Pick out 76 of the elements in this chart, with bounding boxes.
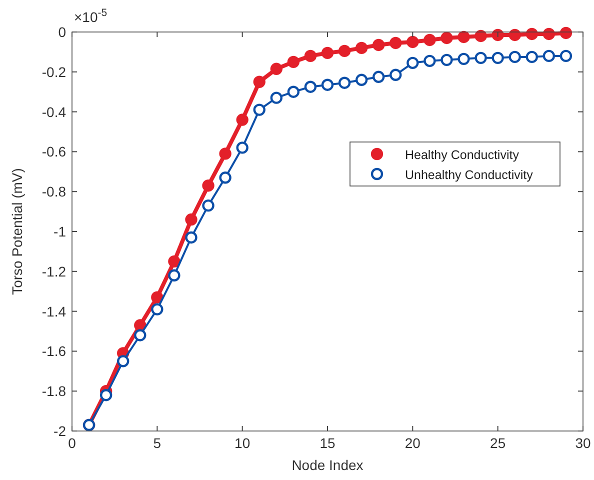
point: [458, 30, 470, 44]
point: [219, 172, 232, 184]
point: [253, 104, 266, 116]
point: [151, 303, 164, 316]
x-tick-label: 0: [68, 435, 76, 451]
point: [236, 114, 248, 126]
x-tick-label: 20: [404, 435, 421, 451]
y-tick-label: -1.2: [42, 263, 66, 280]
point: [526, 28, 538, 40]
y-tick-label: -1: [54, 224, 66, 240]
y-tick-label: -1.4: [42, 303, 66, 320]
y-tick-label: -0.4: [42, 104, 66, 120]
y-tick-label: -0.6: [42, 144, 66, 160]
point: [304, 80, 317, 93]
x-tick-label: 30: [575, 435, 591, 451]
x-tick-label: 25: [490, 435, 506, 451]
point: [560, 50, 572, 62]
point: [270, 92, 282, 104]
point: [372, 38, 385, 52]
legend-label: Unhealthy Conductivity: [405, 168, 534, 182]
point: [338, 76, 351, 89]
point: [355, 42, 368, 54]
y-axis-title: Torso Potential (mV): [9, 168, 25, 295]
text: ×10$^{-5}$: [74, 7, 108, 25]
point: [458, 52, 470, 66]
point: [406, 36, 419, 48]
point: [372, 70, 385, 83]
point: [134, 329, 146, 342]
point: [440, 32, 453, 44]
x-tick-label: 10: [234, 435, 250, 451]
legend-label: Healthy Conductivity: [405, 148, 520, 162]
point: [253, 76, 266, 88]
point: [236, 142, 248, 154]
point: [270, 62, 282, 76]
point: [526, 50, 538, 64]
point: [100, 388, 112, 402]
point: [219, 148, 232, 160]
point: [390, 36, 402, 50]
point: [321, 46, 334, 60]
x-axis-title: Node Index: [292, 457, 364, 473]
point: [424, 34, 436, 46]
point: [151, 291, 164, 304]
point: [542, 50, 556, 62]
point: [168, 269, 180, 282]
point: [338, 44, 351, 58]
x-tick-label: 5: [153, 435, 162, 451]
point: [287, 56, 300, 68]
y-tick-label: -1.6: [42, 343, 66, 360]
point: [202, 199, 214, 212]
point: [508, 28, 521, 42]
point: [168, 255, 180, 268]
x-tick-label: 15: [320, 435, 336, 451]
point: [508, 50, 521, 64]
point: [492, 28, 504, 42]
point: [390, 68, 402, 81]
point: [424, 54, 436, 68]
point: [542, 28, 556, 40]
point: [304, 50, 317, 62]
point: [185, 231, 198, 244]
point: [185, 213, 198, 226]
point: [202, 180, 214, 192]
y-tick-label: -0.2: [42, 64, 66, 80]
point: [474, 52, 487, 64]
point: [474, 30, 487, 42]
point: [287, 86, 300, 98]
point: [117, 355, 130, 368]
y-tick-label: -1.8: [42, 383, 66, 400]
point: [355, 74, 368, 86]
y-tick-label: 0: [58, 24, 66, 40]
y-tick-label: -0.8: [42, 184, 66, 200]
point: [406, 56, 419, 70]
point: [440, 54, 453, 66]
point: [321, 78, 334, 91]
y-tick-label: -2: [54, 423, 66, 439]
point: [560, 26, 572, 40]
point: [492, 52, 504, 64]
